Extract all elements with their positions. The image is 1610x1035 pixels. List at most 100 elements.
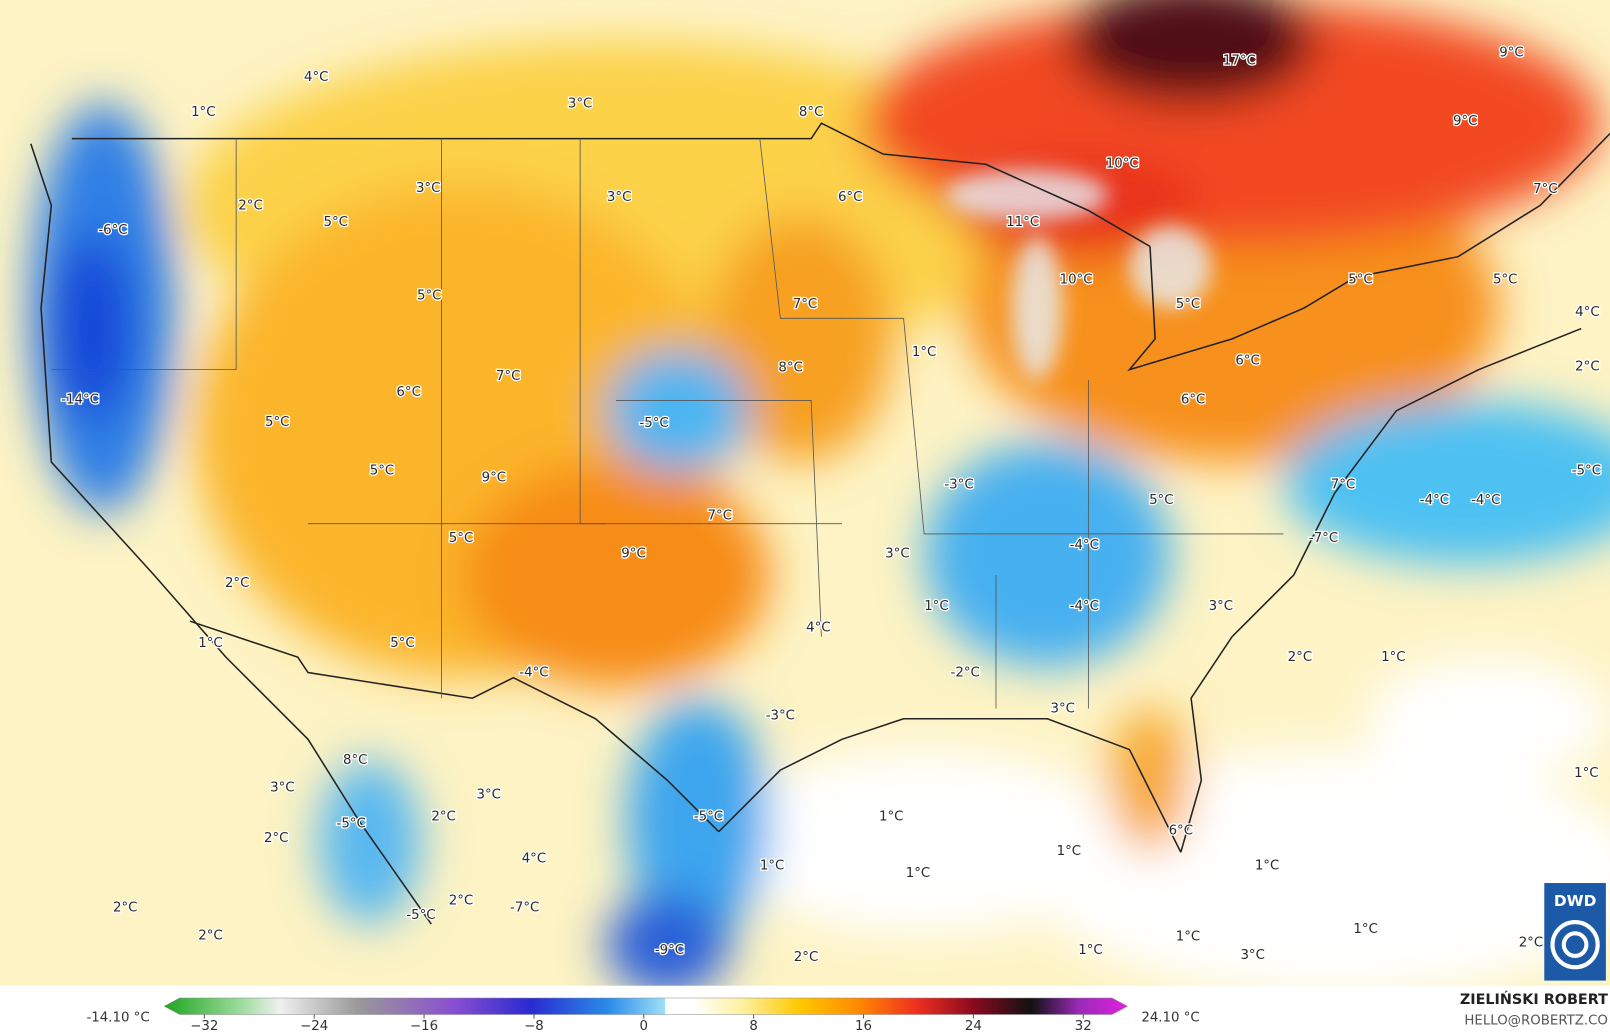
temp-label: 1°C	[1574, 766, 1598, 781]
colorbar-tick-label: 16	[855, 1019, 872, 1034]
temp-label: 7°C	[1331, 478, 1355, 493]
temp-label: 1°C	[191, 105, 215, 120]
temperature-field	[0, 0, 1610, 996]
temp-label: 7°C	[793, 297, 817, 312]
temp-label: 5°C	[370, 463, 394, 478]
temp-label: 1°C	[1353, 922, 1377, 937]
temp-label: 1°C	[760, 859, 784, 874]
temp-label: -4°C	[1070, 538, 1099, 553]
temp-label: 9°C	[1499, 45, 1523, 60]
temp-label: 4°C	[304, 70, 328, 85]
colorbar	[163, 997, 1128, 1015]
temp-label: 1°C	[912, 345, 936, 360]
min-label: -14.10 °C	[86, 1011, 149, 1026]
temp-label: -5°C	[694, 809, 723, 824]
temp-label: -5°C	[1572, 463, 1601, 478]
temp-label: 6°C	[1181, 392, 1205, 407]
temp-label: 10°C	[1106, 156, 1139, 171]
dwd-logo: DWD	[1544, 883, 1606, 981]
temp-label: -14°C	[61, 392, 99, 407]
temp-label: 9°C	[621, 546, 645, 561]
temp-label: -3°C	[766, 709, 795, 724]
temp-label: 6°C	[1169, 824, 1193, 839]
colorbar-tick-label: 0	[640, 1019, 648, 1034]
temp-label: 11°C	[1006, 215, 1039, 230]
temp-label: 8°C	[343, 753, 367, 768]
temp-label: 3°C	[1240, 948, 1264, 963]
temp-label: 2°C	[449, 893, 473, 908]
temp-label: 2°C	[794, 950, 818, 965]
temp-label: -4°C	[1070, 599, 1099, 614]
temp-label: 4°C	[1575, 305, 1599, 320]
temp-label: 4°C	[522, 851, 546, 866]
credit-name: ZIELIŃSKI ROBERT	[1460, 990, 1608, 1008]
temp-label: 5°C	[1493, 272, 1517, 287]
temp-label: -9°C	[655, 943, 684, 958]
temp-label: -4°C	[1420, 493, 1449, 508]
temp-label: 6°C	[838, 190, 862, 205]
temp-label: 1°C	[198, 636, 222, 651]
temp-label: 2°C	[113, 901, 137, 916]
temp-label: -7°C	[1309, 531, 1338, 546]
temp-label: 1°C	[879, 809, 903, 824]
temperature-labels: 4°C 3°C 1°C 8°C 17°C 9°C 9°C 10°C 3°C 3°C 6°C 2°C 5°…	[60, 44, 1602, 966]
colorbar-tick-label: 24	[965, 1019, 982, 1034]
temp-label: -5°C	[337, 816, 366, 831]
temp-label: -4°C	[519, 666, 548, 681]
temp-label: 2°C	[1575, 360, 1599, 375]
temp-label: 5°C	[1176, 297, 1200, 312]
colorbar-tick-label: −16	[410, 1019, 438, 1034]
max-label: 24.10 °C	[1141, 1011, 1199, 1026]
temp-label: 5°C	[1149, 493, 1173, 508]
temp-label: 3°C	[270, 781, 294, 796]
temp-label: 3°C	[1050, 701, 1074, 716]
state-lines	[51, 138, 1284, 709]
temp-label: 6°C	[1235, 353, 1259, 368]
temp-label: 3°C	[885, 546, 909, 561]
temp-label: -5°C	[406, 908, 435, 923]
temp-label: 2°C	[238, 198, 262, 213]
temp-label: 1°C	[1057, 844, 1081, 859]
colorbar-tick-label: −32	[190, 1019, 218, 1034]
temp-label: 5°C	[417, 289, 441, 304]
temp-label: 1°C	[924, 599, 948, 614]
temp-label: 1°C	[1078, 943, 1102, 958]
temp-label: 3°C	[568, 97, 592, 112]
credit-email: HELLO@ROBERTZ.CO	[1464, 1014, 1608, 1029]
temp-label: 5°C	[324, 215, 348, 230]
temp-label: 2°C	[198, 928, 222, 943]
temp-label: 2°C	[1288, 650, 1312, 665]
temp-label: 2°C	[1519, 936, 1543, 951]
temp-label: -7°C	[510, 901, 539, 916]
temp-label: 1°C	[1176, 929, 1200, 944]
temp-label: -6°C	[98, 223, 127, 238]
temp-label: -4°C	[1471, 493, 1500, 508]
temp-label: 3°C	[607, 190, 631, 205]
temp-label: 5°C	[265, 415, 289, 430]
temp-label: 3°C	[416, 181, 440, 196]
temp-label: -5°C	[639, 416, 668, 431]
temp-label: 10°C	[1060, 272, 1093, 287]
colorbar-tick-label: −24	[300, 1019, 328, 1034]
colorbar-tick-label: 8	[749, 1019, 757, 1034]
logo-text: DWD	[1554, 892, 1597, 910]
temp-label: 2°C	[431, 809, 455, 824]
colorbar-tick-label: 32	[1075, 1019, 1092, 1034]
temp-label: -3°C	[944, 478, 973, 493]
temp-label: 9°C	[1453, 114, 1477, 129]
temp-label: 3°C	[1209, 599, 1233, 614]
temp-label: 7°C	[1533, 182, 1557, 197]
temp-label: 1°C	[1255, 859, 1279, 874]
temp-label: -2°C	[951, 666, 980, 681]
temp-label: 1°C	[1381, 650, 1405, 665]
temp-label: 5°C	[1348, 272, 1372, 287]
temp-label: 2°C	[225, 576, 249, 591]
temp-label: 8°C	[778, 361, 802, 376]
colorbar-ticks: −32 −24 −16 −8 0 8 16 24 32	[190, 1014, 1092, 1034]
colorbar-tick-label: −8	[524, 1019, 544, 1034]
temp-label: 5°C	[449, 531, 473, 546]
temp-label: 7°C	[708, 508, 732, 523]
temp-label: 7°C	[496, 369, 520, 384]
temp-label: 1°C	[906, 866, 930, 881]
